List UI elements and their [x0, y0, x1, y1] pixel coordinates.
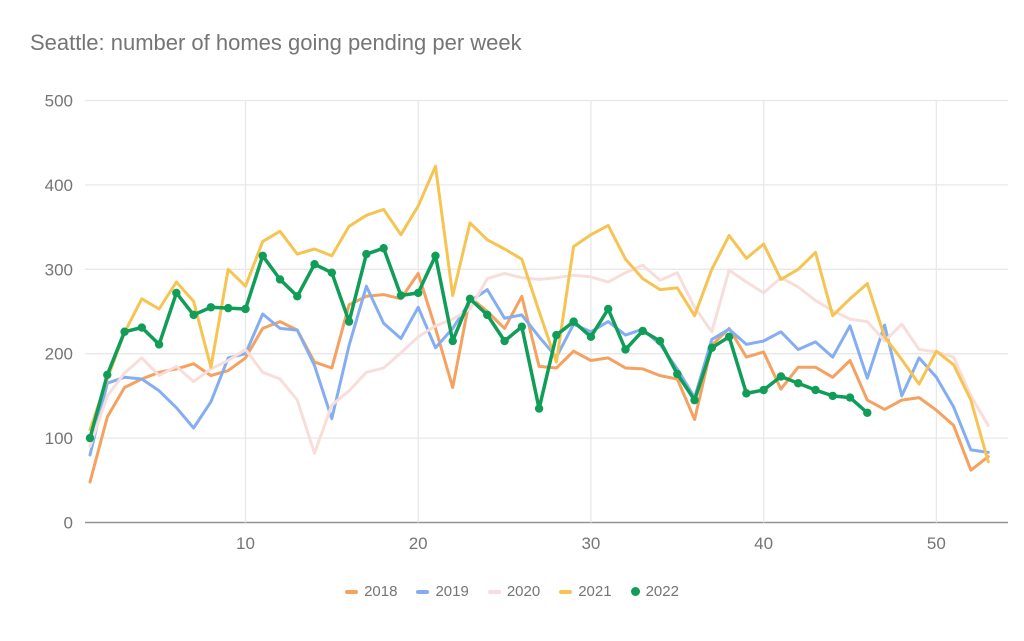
data-point-2022 [759, 385, 768, 395]
data-point-2022 [828, 391, 837, 401]
x-axis-tick-label: 10 [236, 534, 255, 553]
data-point-2022 [483, 310, 492, 320]
data-point-2022 [258, 251, 267, 260]
legend-label-2020: 2020 [506, 583, 541, 600]
data-point-2022 [275, 275, 285, 284]
legend-swatch-2021 [559, 589, 573, 594]
data-point-2022 [673, 369, 682, 379]
legend-item-2018: 2018 [345, 584, 397, 599]
data-point-2022 [189, 310, 198, 320]
data-point-2022 [517, 322, 527, 331]
data-point-2022 [621, 345, 630, 354]
data-point-2022 [863, 408, 872, 417]
data-point-2022 [586, 332, 596, 342]
series-line-2021 [88, 164, 990, 464]
data-point-2022 [742, 389, 751, 398]
data-point-2022 [603, 304, 613, 314]
data-point-2022 [845, 393, 855, 402]
data-point-2022 [638, 326, 647, 336]
legend-item-2020: 2020 [487, 583, 541, 600]
data-point-2022 [655, 336, 665, 346]
data-point-2022 [120, 327, 129, 336]
y-axis-tick-label: 0 [64, 514, 73, 533]
data-point-2022 [396, 291, 406, 300]
x-axis-tick-label: 30 [581, 534, 600, 553]
data-point-2022 [154, 340, 164, 349]
legend-swatch-2018 [345, 589, 359, 594]
chart-title: Seattle: number of homes going pending p… [30, 30, 522, 55]
chart-legend: 2018 2019 2020 2021 2022 [0, 584, 1024, 599]
legend-item-2019: 2019 [416, 583, 469, 600]
data-point-2022 [310, 260, 319, 269]
y-axis-tick-label: 500 [45, 92, 73, 111]
data-point-2022 [413, 288, 423, 298]
data-point-2022 [707, 343, 717, 352]
legend-swatch-2020 [487, 589, 501, 594]
data-point-2022 [690, 395, 699, 405]
x-axis-tick-label: 20 [409, 534, 428, 553]
x-axis-tick-label: 40 [754, 534, 773, 553]
series-line-2022 [88, 246, 870, 440]
data-point-2022 [103, 370, 112, 379]
legend-label-2018: 2018 [364, 583, 398, 600]
data-point-2022 [465, 294, 475, 304]
data-point-2022 [223, 303, 233, 313]
data-point-2022 [534, 404, 544, 413]
data-point-2022 [500, 336, 509, 346]
data-point-2022 [552, 330, 561, 340]
data-point-2022 [431, 251, 440, 260]
legend-label-2021: 2021 [578, 583, 612, 600]
data-point-2022 [724, 332, 734, 342]
series-line-2019 [88, 284, 990, 457]
legend-label-2019: 2019 [435, 583, 469, 600]
y-axis-tick-label: 200 [45, 345, 73, 364]
data-point-2022 [206, 303, 216, 312]
legend-swatch-2019 [416, 589, 430, 594]
legend-label-2022: 2022 [645, 583, 679, 600]
y-axis-tick-label: 300 [45, 260, 73, 279]
x-axis-tick-label: 50 [927, 534, 946, 553]
data-point-2022 [85, 433, 95, 443]
data-point-2022 [448, 336, 457, 346]
data-point-2022 [811, 385, 820, 395]
legend-item-2021: 2021 [559, 583, 612, 600]
data-point-2022 [241, 304, 250, 314]
data-point-2022 [172, 288, 181, 298]
data-point-2022 [327, 268, 337, 277]
data-point-2022 [776, 372, 786, 381]
data-point-2022 [137, 323, 147, 332]
legend-swatch-2022 [630, 587, 640, 596]
data-point-2022 [569, 317, 578, 326]
data-point-2022 [293, 292, 302, 301]
legend-item-2022: 2022 [630, 583, 679, 600]
data-point-2022 [793, 379, 803, 388]
data-point-2022 [344, 317, 354, 326]
series-line-2018 [88, 272, 990, 484]
data-point-2022 [362, 249, 371, 259]
y-axis-tick-label: 100 [45, 429, 73, 448]
data-point-2022 [379, 244, 388, 253]
series-line-2020 [88, 263, 990, 455]
y-axis-tick-label: 400 [45, 176, 73, 195]
